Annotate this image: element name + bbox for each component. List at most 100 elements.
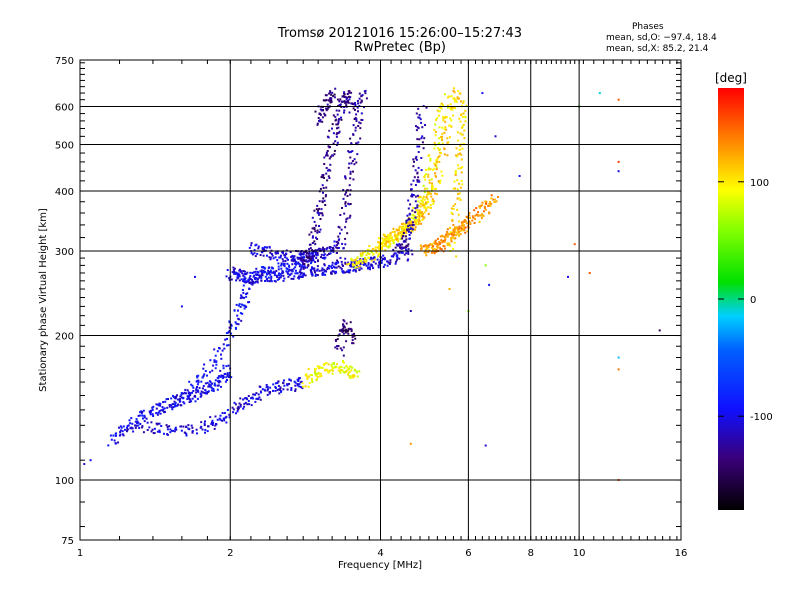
echo-point [425,173,428,176]
x-tick-label: 16 [675,548,688,559]
echo-point [239,397,242,400]
x-tick-label: 2 [227,548,233,559]
echo-point [158,422,161,425]
echo-point [305,254,308,257]
echo-point [322,197,325,200]
echo-point [265,246,268,249]
echo-point [440,248,443,251]
echo-point [416,180,419,183]
echo-point [156,422,159,425]
echo-point [219,380,222,383]
echo-point [377,246,380,249]
echo-point [407,258,410,261]
echo-point [156,413,159,416]
echo-point [427,251,430,253]
echo-point [422,184,425,187]
echo-point [326,246,329,249]
echo-point [83,463,86,465]
echo-point [142,431,145,434]
echo-point [495,200,498,203]
echo-point [396,234,399,237]
chart-subtitle: RwPretec (Bp) [353,40,447,55]
echo-point [472,216,475,219]
echo-point [658,329,661,332]
echo-point [256,281,259,284]
echo-point [321,267,324,270]
echo-point [458,220,461,223]
echo-point [360,99,363,102]
echo-point [305,260,308,263]
echo-point [332,362,335,364]
echo-point [206,374,208,377]
echo-point [191,397,194,400]
echo-point [219,375,222,378]
echo-point [468,220,471,223]
echo-point [348,91,351,94]
echo-point [235,279,238,282]
echo-point [382,244,384,247]
echo-point [333,366,336,369]
echo-point [471,215,474,218]
echo-point [187,424,190,427]
echo-point [294,390,297,392]
echo-point [166,406,169,409]
echo-point [142,417,144,420]
echo-point [462,102,465,105]
echo-point [271,266,274,269]
echo-point [171,408,174,411]
echo-point [207,390,210,393]
echo-point [288,274,291,277]
echo-point [242,284,245,287]
echo-point [297,377,300,380]
echo-point [435,160,438,163]
echo-point [418,116,421,119]
echo-point [321,248,324,251]
echo-point [251,278,253,281]
echo-point [434,131,437,133]
echo-point [170,397,173,400]
echo-point [413,215,416,217]
echo-point [221,412,224,414]
echo-point [428,181,431,184]
echo-point [207,425,209,428]
echo-point [420,121,423,124]
echo-point [258,396,261,399]
echo-point [163,411,166,413]
echo-point [434,174,437,177]
echo-point [479,214,482,217]
echo-point [454,99,457,102]
echo-point [431,245,434,248]
echo-point [335,263,338,266]
echo-point [193,395,196,398]
echo-point [267,270,270,273]
echo-point [415,158,418,161]
echo-point [396,254,399,257]
echo-point [158,429,161,432]
echo-point [456,96,459,99]
echo-point [480,213,483,216]
echo-point [174,397,177,400]
echo-point [337,369,340,372]
echo-point [362,258,365,260]
echo-point [208,380,211,383]
echo-point [226,374,229,377]
echo-point [476,214,479,217]
echo-point [126,428,129,431]
phase-stats-x: mean, sd,X: 85.2, 21.4 [606,44,709,54]
echo-point [373,257,376,260]
echo-point [326,179,329,182]
echo-point [348,98,351,101]
echo-point [321,201,324,204]
echo-point [310,231,313,234]
echo-point [149,409,152,412]
echo-point [300,258,303,261]
echo-point [441,142,444,145]
echo-point [447,104,449,107]
echo-point [345,191,348,194]
echo-point [438,149,441,152]
echo-point [343,371,346,374]
echo-point [217,381,220,384]
echo-point [464,120,467,123]
echo-point [224,338,227,341]
